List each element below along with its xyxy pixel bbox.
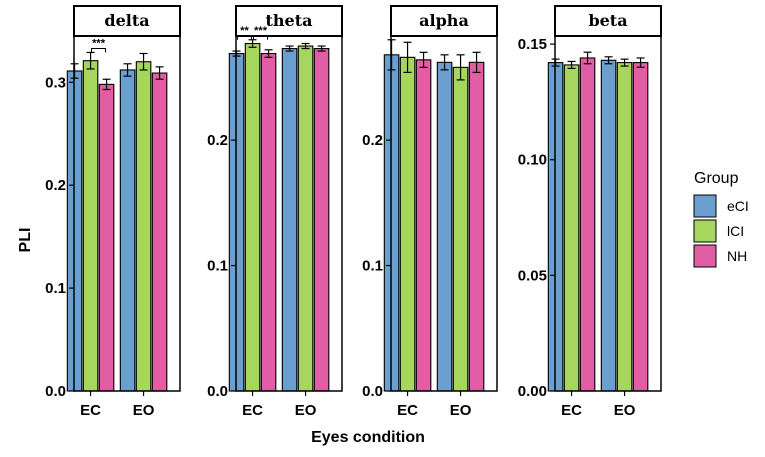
legend-label-lCI: lCI bbox=[727, 223, 744, 239]
strip-label-beta: beta bbox=[588, 11, 627, 30]
y-tick-label-beta-0: 0.00 bbox=[518, 383, 547, 400]
panel-frame-beta bbox=[554, 35, 662, 392]
legend-label-NH: NH bbox=[727, 248, 747, 264]
y-tick-label-alpha-1: 0.1 bbox=[362, 258, 383, 275]
y-tick-label-theta-0: 0.0 bbox=[207, 383, 228, 400]
x-tick-label-theta-EO: EO bbox=[295, 402, 317, 419]
y-tick-label-theta-2: 0.2 bbox=[207, 132, 228, 149]
bar-alpha-EO-NH bbox=[468, 61, 485, 392]
sig-label-theta-0: ** bbox=[240, 25, 249, 37]
bar-beta-EO-lCI bbox=[616, 62, 633, 392]
strip-label-alpha: alpha bbox=[419, 11, 469, 30]
x-axis-title: Eyes condition bbox=[311, 429, 425, 446]
y-tick-label-delta-3: 0.3 bbox=[45, 74, 66, 91]
y-tick-label-beta-3: 0.15 bbox=[518, 36, 547, 53]
x-tick-label-alpha-EC: EC bbox=[397, 402, 418, 419]
y-tick-label-alpha-2: 0.2 bbox=[362, 132, 383, 149]
strip-label-theta: theta bbox=[266, 11, 313, 30]
y-tick-label-delta-1: 0.1 bbox=[45, 280, 66, 297]
y-tick-label-beta-2: 0.10 bbox=[518, 152, 547, 169]
x-tick-label-theta-EC: EC bbox=[242, 402, 263, 419]
x-tick-label-alpha-EO: EO bbox=[450, 402, 472, 419]
bar-alpha-EO-lCI bbox=[452, 66, 469, 392]
sig-label-theta-1: *** bbox=[254, 25, 268, 37]
y-tick-label-delta-0: 0.0 bbox=[45, 383, 66, 400]
bar-theta-EO-eCI bbox=[281, 47, 298, 392]
x-tick-label-beta-EC: EC bbox=[561, 402, 582, 419]
y-tick-label-delta-2: 0.2 bbox=[45, 177, 66, 194]
sig-bracket-theta-1 bbox=[253, 35, 269, 40]
panel-beta: beta 0.00 0.05 0.10 0.15 EC EO bbox=[518, 5, 662, 419]
x-tick-label-delta-EO: EO bbox=[133, 402, 155, 419]
legend-title: Group bbox=[694, 170, 739, 187]
y-tick-label-alpha-0: 0.0 bbox=[362, 383, 383, 400]
legend-swatch-eCI bbox=[693, 194, 717, 218]
panel-delta: delta 0.0 0.1 0.2 0.3 EC EO *** bbox=[45, 5, 181, 419]
legend-swatch-lCI bbox=[693, 219, 717, 243]
bar-beta-EC-lCI bbox=[563, 64, 580, 392]
bar-delta-EC-lCI bbox=[82, 60, 99, 392]
bar-delta-EO-eCI bbox=[119, 69, 136, 392]
y-tick-label-theta-1: 0.1 bbox=[207, 258, 228, 275]
bar-theta-EO-NH bbox=[313, 47, 330, 392]
bar-theta-EC-lCI bbox=[244, 42, 261, 392]
bar-delta-EO-NH bbox=[151, 72, 168, 392]
bar-delta-EO-lCI bbox=[135, 61, 152, 392]
bar-beta-EO-eCI bbox=[600, 59, 617, 392]
bar-theta-EC-NH bbox=[260, 53, 277, 392]
panel-alpha: alpha 0.0 0.1 0.2 EC EO bbox=[362, 5, 498, 419]
strip-box-alpha bbox=[390, 5, 498, 37]
bar-alpha-EC-NH bbox=[415, 59, 432, 392]
panel-frame-delta bbox=[73, 35, 181, 392]
panel-frame-theta bbox=[235, 35, 343, 392]
sig-bracket-theta-0 bbox=[237, 35, 253, 40]
strip-label-delta: delta bbox=[104, 11, 149, 30]
bar-delta-EC-NH bbox=[98, 83, 115, 392]
x-tick-label-delta-EC: EC bbox=[80, 402, 101, 419]
bar-beta-EC-NH bbox=[579, 57, 596, 392]
y-axis-title: PLI bbox=[17, 228, 34, 253]
x-tick-label-beta-EO: EO bbox=[614, 402, 636, 419]
bar-alpha-EC-lCI bbox=[399, 56, 416, 392]
bar-theta-EO-lCI bbox=[297, 45, 314, 392]
legend: Group eCI lCI NH bbox=[693, 170, 749, 268]
sig-label-delta-0: *** bbox=[92, 37, 106, 49]
legend-swatch-NH bbox=[693, 244, 717, 268]
panel-frame-alpha bbox=[390, 35, 498, 392]
bar-beta-EO-NH bbox=[632, 62, 649, 392]
sig-bracket-delta-0 bbox=[91, 47, 107, 53]
y-tick-label-beta-1: 0.05 bbox=[518, 267, 547, 284]
bar-alpha-EO-eCI bbox=[436, 61, 453, 392]
legend-label-eCI: eCI bbox=[727, 198, 749, 214]
